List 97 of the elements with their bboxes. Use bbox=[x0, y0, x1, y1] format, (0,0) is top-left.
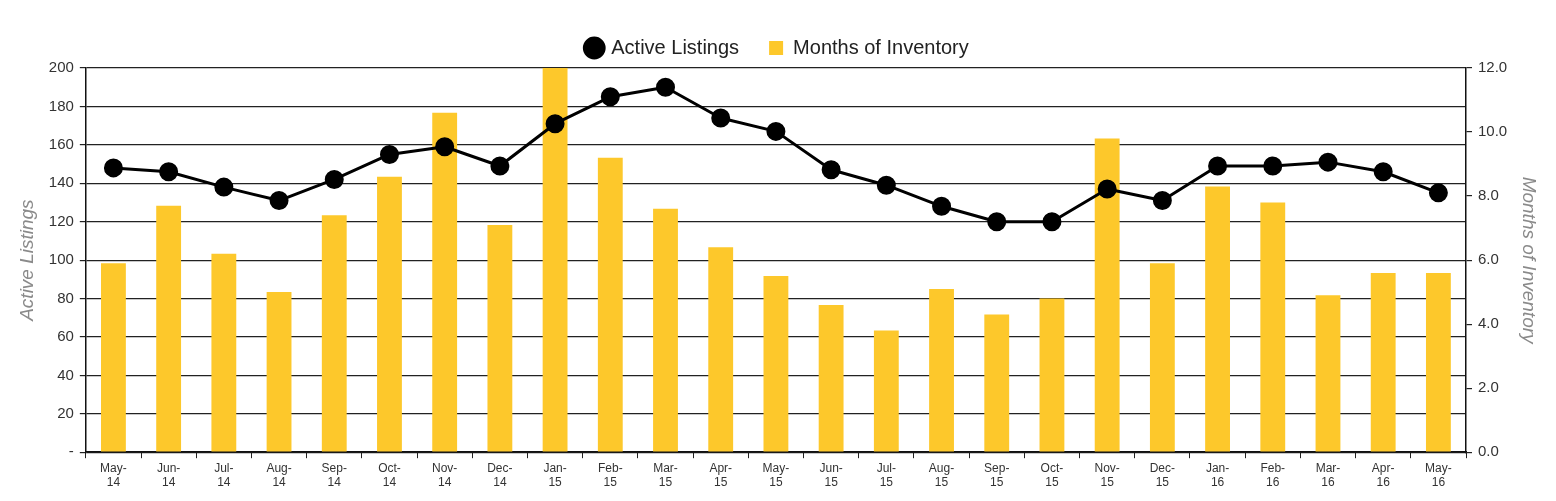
x-tick-label: Feb-15 bbox=[597, 460, 623, 490]
bar bbox=[653, 208, 678, 452]
bar bbox=[818, 304, 844, 452]
point bbox=[1373, 162, 1393, 182]
y2-tick-label: 8.0 bbox=[1478, 186, 1499, 204]
bar bbox=[984, 314, 1010, 452]
point bbox=[435, 137, 455, 157]
y2-axis-title: Months of Inventory bbox=[1519, 176, 1541, 346]
legend-label: Months of Inventory bbox=[793, 35, 969, 58]
y-tick-label: 200 bbox=[48, 58, 74, 76]
x-tick-label: Jan-15 bbox=[543, 460, 567, 490]
y-tick-label: 180 bbox=[48, 96, 74, 114]
point bbox=[1208, 156, 1228, 176]
bar bbox=[1315, 295, 1341, 452]
y-tick-label: 80 bbox=[57, 288, 74, 306]
y2-tick-label: 6.0 bbox=[1478, 250, 1499, 268]
x-tick-label: Mar-16 bbox=[1315, 460, 1341, 490]
point bbox=[711, 108, 731, 128]
point bbox=[932, 196, 952, 216]
point bbox=[490, 156, 510, 176]
bar bbox=[1425, 272, 1451, 452]
bar bbox=[487, 224, 513, 452]
point bbox=[1152, 191, 1172, 211]
bar bbox=[597, 157, 623, 452]
x-tick-label: Mar-15 bbox=[653, 460, 678, 490]
y-tick-label: 100 bbox=[48, 250, 74, 268]
y2-tick-label: 2.0 bbox=[1478, 378, 1499, 396]
x-tick-label: Feb-16 bbox=[1260, 460, 1286, 490]
x-tick-label: Oct-15 bbox=[1040, 460, 1064, 490]
x-tick-label: May-16 bbox=[1425, 460, 1452, 490]
bar bbox=[211, 253, 237, 452]
x-tick-label: Dec-14 bbox=[487, 460, 513, 490]
x-tick-label: Aug-14 bbox=[266, 460, 292, 490]
point bbox=[159, 162, 179, 182]
point bbox=[1042, 212, 1062, 232]
x-tick-label: Apr-15 bbox=[709, 460, 733, 490]
point bbox=[876, 175, 896, 195]
y2-tick-label: 0.0 bbox=[1478, 442, 1499, 460]
x-tick-label: Sep-15 bbox=[984, 460, 1010, 490]
y-tick-label: 160 bbox=[48, 134, 74, 152]
point bbox=[987, 212, 1007, 232]
x-tick-label: Jun-14 bbox=[156, 460, 181, 490]
y2-tick-label: 4.0 bbox=[1478, 314, 1499, 332]
y2-tick-label: 12.0 bbox=[1478, 58, 1508, 76]
x-tick-label: May-14 bbox=[100, 460, 127, 490]
x-tick-label: Oct-14 bbox=[378, 460, 401, 490]
bar bbox=[708, 247, 734, 452]
point bbox=[103, 158, 123, 178]
point bbox=[1097, 179, 1117, 199]
point bbox=[545, 114, 565, 134]
x-tick-label: May-15 bbox=[762, 460, 790, 490]
bar bbox=[542, 68, 568, 452]
point bbox=[821, 160, 841, 180]
point bbox=[379, 144, 399, 164]
bar bbox=[873, 330, 899, 452]
x-tick-label: Jun-15 bbox=[819, 460, 843, 490]
x-tick-label: Nov-15 bbox=[1094, 460, 1120, 490]
point bbox=[269, 191, 289, 211]
x-tick-label: Jan-16 bbox=[1205, 460, 1230, 490]
point bbox=[1428, 183, 1448, 203]
point bbox=[324, 169, 344, 189]
y-axis-title: Active Listings bbox=[15, 198, 37, 322]
bar bbox=[432, 112, 458, 452]
y-tick-label: 20 bbox=[57, 403, 74, 421]
y-tick-label: 120 bbox=[48, 211, 74, 229]
y-tick-label: 140 bbox=[48, 173, 74, 191]
bar bbox=[156, 205, 182, 452]
x-tick-label: Jul-15 bbox=[876, 460, 896, 490]
bar bbox=[377, 176, 402, 452]
bar bbox=[763, 276, 789, 452]
y-tick-label: - bbox=[68, 442, 74, 460]
bar bbox=[321, 215, 347, 452]
x-tick-label: Sep-14 bbox=[321, 460, 347, 490]
bar bbox=[1039, 298, 1065, 452]
bar bbox=[1370, 272, 1396, 452]
point bbox=[1318, 152, 1338, 172]
bar bbox=[101, 263, 126, 452]
y2-tick-label: 10.0 bbox=[1478, 122, 1508, 140]
bar bbox=[929, 288, 954, 452]
x-tick-label: Jul-14 bbox=[214, 460, 234, 490]
legend-label: Active Listings bbox=[611, 35, 740, 58]
x-tick-label: Aug-15 bbox=[928, 460, 955, 490]
x-tick-label: Nov-14 bbox=[432, 460, 458, 490]
bar bbox=[1094, 138, 1120, 452]
bar bbox=[1205, 186, 1230, 452]
bar bbox=[266, 292, 292, 452]
x-tick-label: Apr-16 bbox=[1371, 460, 1395, 490]
bar bbox=[1260, 202, 1286, 452]
point bbox=[1263, 156, 1283, 176]
y-tick-label: 40 bbox=[57, 365, 74, 383]
point bbox=[214, 177, 234, 197]
point bbox=[766, 121, 786, 141]
point bbox=[600, 87, 620, 107]
bar bbox=[1149, 263, 1175, 452]
point bbox=[656, 77, 675, 97]
x-tick-label: Dec-15 bbox=[1149, 460, 1176, 490]
y-tick-label: 60 bbox=[57, 327, 74, 345]
